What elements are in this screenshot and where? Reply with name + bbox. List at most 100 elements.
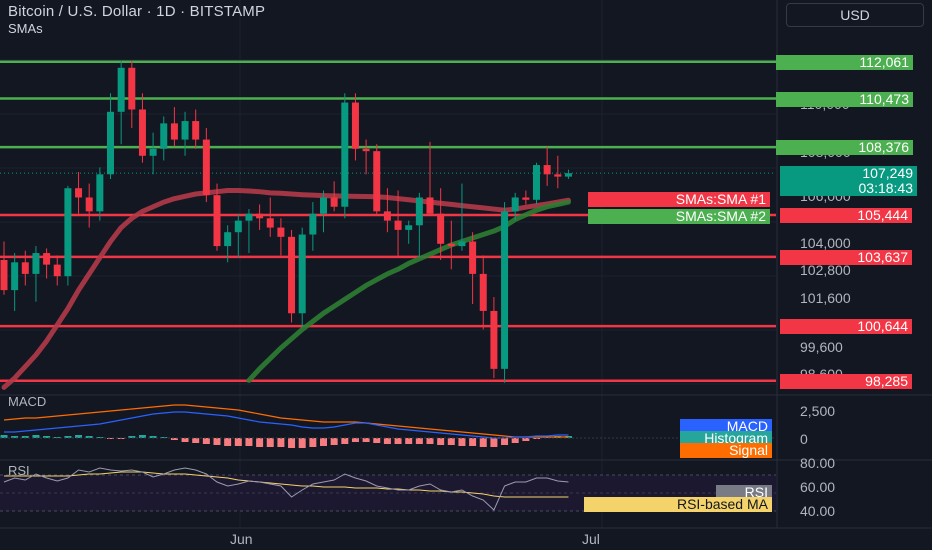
sma2-tag: SMAs:SMA #2 <box>588 209 770 225</box>
macd-histogram-bar <box>213 438 221 445</box>
rsi-ma-tag: RSI-based MA <box>584 497 772 512</box>
candle <box>245 209 253 254</box>
candle-body <box>309 213 317 235</box>
candle <box>32 246 40 302</box>
candle-body <box>330 197 338 207</box>
macd-histogram-bar <box>32 435 40 438</box>
candle <box>543 146 551 186</box>
macd-histogram-bar <box>224 438 232 446</box>
macd-histogram-bar <box>192 438 200 443</box>
candle-body <box>458 241 466 247</box>
candle-body <box>447 243 455 247</box>
candle-body <box>533 165 540 200</box>
candle-body <box>266 218 274 228</box>
candle-body <box>43 253 51 265</box>
candle <box>405 220 413 244</box>
price-axis-tick: 101,600 <box>800 290 851 306</box>
candle-body <box>213 195 221 247</box>
price-axis-tick: 104,000 <box>800 235 851 251</box>
candle <box>128 60 136 128</box>
sma1-line <box>1 188 571 390</box>
candle <box>490 297 498 379</box>
price-axis-tick: 99,600 <box>800 339 843 355</box>
candle <box>458 183 466 251</box>
candle <box>426 141 434 214</box>
candle <box>277 218 285 256</box>
candle <box>107 93 114 179</box>
candle-body <box>554 174 562 177</box>
candle <box>298 227 306 328</box>
macd-histogram-bar <box>181 438 189 442</box>
candle-body <box>288 236 296 314</box>
candle <box>224 225 232 263</box>
candle-body <box>383 211 391 221</box>
macd-axis-tick: 0 <box>800 431 808 447</box>
candle-body <box>490 310 498 369</box>
candle <box>309 202 317 251</box>
candle <box>117 60 125 145</box>
candle-body <box>138 109 146 156</box>
rsi-axis-tick: 80.00 <box>800 455 835 471</box>
candle-body <box>32 253 40 274</box>
candle-body <box>170 123 178 140</box>
candle-body <box>245 213 253 221</box>
candle <box>192 109 200 149</box>
level-price-tag: 105,444 <box>780 207 912 223</box>
candle-body <box>21 262 29 274</box>
candle-body <box>234 220 242 233</box>
candle-body <box>320 197 327 214</box>
level-price-tag: 98,285 <box>780 373 912 389</box>
macd-histogram-bar <box>64 436 72 438</box>
candle <box>160 116 168 161</box>
candle-body <box>149 148 157 156</box>
macd-histogram-bar <box>341 438 349 444</box>
candle <box>202 128 210 203</box>
bar-countdown: 03:18:43 <box>858 180 914 197</box>
macd-legend-tag-1: Histogram <box>680 431 772 446</box>
macd-histogram-bar <box>405 438 413 444</box>
candle <box>53 255 61 286</box>
macd-axis-tick: 2,500 <box>800 403 835 419</box>
macd-histogram-bar <box>469 438 477 446</box>
candle <box>501 202 509 383</box>
time-axis-label: Jul <box>582 531 600 547</box>
candle <box>85 183 93 228</box>
macd-histogram-bar <box>479 438 487 447</box>
candle-body <box>564 173 572 177</box>
rsi-axis-tick: 40.00 <box>800 503 835 519</box>
macd-histogram-bar <box>320 438 327 446</box>
symbol-title[interactable]: Bitcoin / U.S. Dollar · 1D · BITSTAMP <box>8 3 266 20</box>
currency-button[interactable]: USD <box>786 3 924 27</box>
candle-body <box>426 197 434 214</box>
candle <box>415 192 423 258</box>
candle <box>181 111 189 156</box>
macd-histogram-bar <box>149 436 157 438</box>
level-price-tag: 112,061 <box>776 54 913 70</box>
candle-body <box>181 121 189 140</box>
candle-body <box>277 227 285 237</box>
macd-label[interactable]: MACD <box>8 394 47 409</box>
candle <box>21 250 29 286</box>
candle <box>522 190 530 205</box>
macd-histogram-bar <box>11 436 19 438</box>
candle <box>383 188 391 233</box>
candle-body <box>511 197 519 212</box>
macd-histogram-bar <box>21 436 29 438</box>
rsi-tag: RSI <box>716 485 772 500</box>
candle <box>288 229 296 323</box>
indicator-label[interactable]: SMAs <box>8 21 43 36</box>
macd-histogram-bar <box>245 438 253 446</box>
candle <box>96 167 104 221</box>
rsi-ma-line <box>4 471 569 498</box>
level-price-tag: 110,473 <box>776 91 913 107</box>
candle-body <box>224 232 232 247</box>
macd-histogram-bar <box>288 438 296 448</box>
candle-body <box>479 273 487 311</box>
candle <box>320 190 327 233</box>
candle <box>554 155 562 189</box>
rsi-label[interactable]: RSI <box>8 463 30 478</box>
macd-histogram-bar <box>128 436 136 438</box>
candle-body <box>192 121 200 140</box>
